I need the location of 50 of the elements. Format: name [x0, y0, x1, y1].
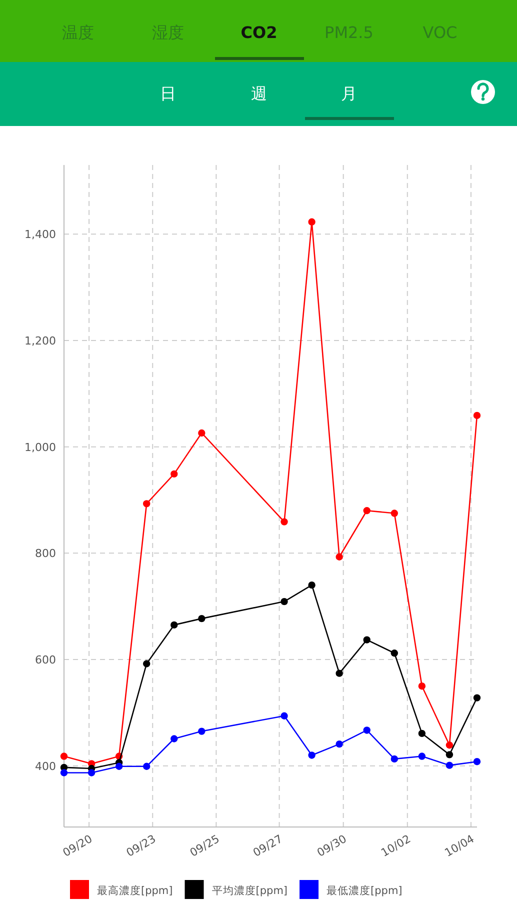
legend-label: 平均濃度[ppm]: [212, 884, 288, 897]
point: [88, 769, 96, 776]
point: [473, 694, 481, 702]
point: [336, 740, 343, 748]
point: [336, 553, 343, 560]
point: [198, 429, 206, 437]
point: [170, 470, 178, 478]
point: [363, 636, 370, 644]
point: [418, 682, 426, 690]
point: [390, 755, 398, 763]
point: [280, 598, 288, 606]
point: [363, 507, 370, 514]
point: [446, 751, 454, 758]
point: [446, 742, 454, 749]
point: [198, 728, 206, 735]
point: [390, 650, 398, 657]
point: [143, 660, 150, 668]
y-tick-label: 400: [35, 760, 56, 773]
point: [198, 614, 206, 622]
point: [60, 752, 68, 760]
text: 週: [251, 84, 267, 103]
point: [308, 218, 316, 226]
y-tick-label: 600: [35, 654, 56, 667]
point: [143, 762, 150, 770]
point: [473, 412, 481, 420]
point: [363, 726, 370, 734]
point: [446, 762, 454, 769]
y-tick-label: 1,400: [24, 228, 56, 242]
text: 月: [341, 84, 357, 103]
point: [60, 769, 68, 776]
point: [308, 581, 316, 589]
legend-label: 最低濃度[ppm]: [326, 884, 402, 897]
text: 日: [160, 84, 176, 103]
y-tick-label: 800: [35, 547, 56, 560]
point: [115, 762, 123, 770]
point: [143, 500, 150, 508]
point: [308, 752, 316, 759]
point: [418, 730, 426, 738]
point: [336, 670, 343, 677]
legend-label: 最高濃度[ppm]: [97, 884, 173, 897]
y-tick-label: 1,000: [24, 440, 56, 454]
point: [170, 621, 178, 629]
point: [280, 518, 288, 526]
point: [418, 752, 426, 760]
point: [390, 510, 398, 517]
point: [280, 712, 288, 720]
text: CO2: [240, 23, 278, 42]
point: [170, 735, 178, 742]
y-tick-label: 1,200: [24, 334, 56, 348]
point: [473, 758, 481, 766]
